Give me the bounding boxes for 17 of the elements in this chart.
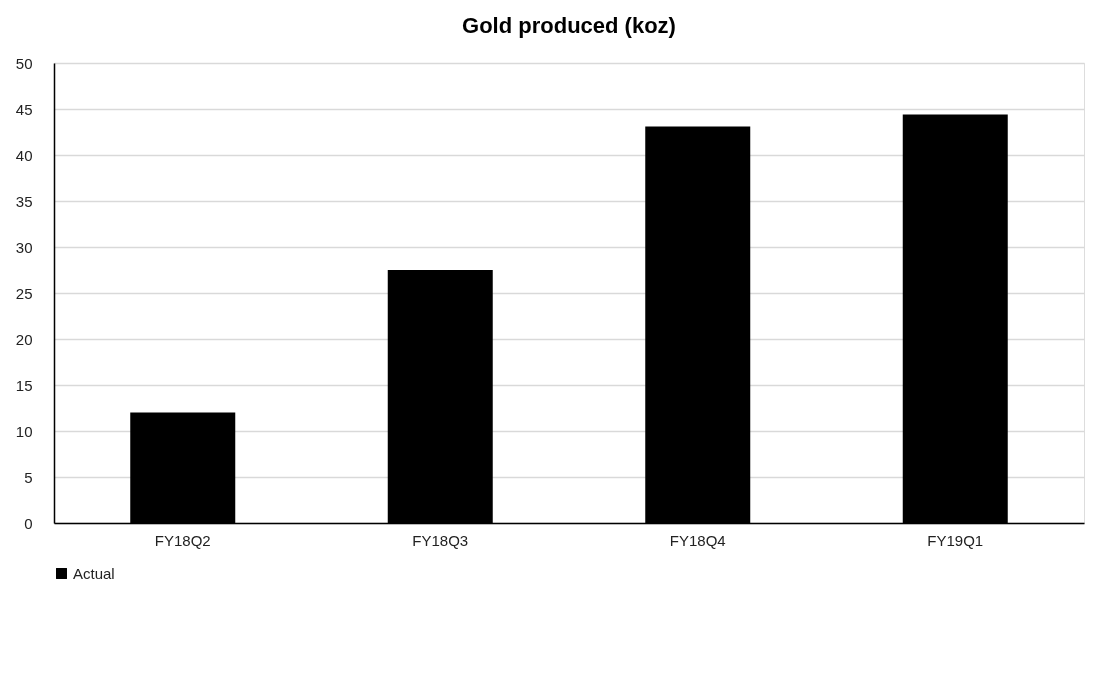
x-tick-label: FY18Q2	[154, 531, 211, 549]
legend-label: Actual	[73, 564, 115, 582]
y-tick-label: 15	[15, 376, 33, 394]
y-tick-label: 0	[24, 514, 33, 532]
x-tick-label: FY18Q3	[412, 531, 469, 549]
x-tick-label: FY19Q1	[927, 531, 984, 549]
y-tick-label: 5	[24, 468, 33, 486]
y-tick-label: 35	[15, 192, 33, 210]
y-tick-label: 20	[15, 330, 33, 348]
y-tick-label: 40	[15, 146, 33, 164]
x-tick-label: FY18Q4	[669, 531, 726, 549]
chart-title: Gold produced (koz)	[462, 13, 676, 38]
y-tick-label: 10	[15, 422, 33, 440]
y-tick-label: 50	[15, 54, 33, 72]
y-tick-label: 30	[15, 238, 33, 256]
y-tick-label: 45	[15, 100, 33, 118]
y-tick-label: 25	[15, 284, 33, 302]
